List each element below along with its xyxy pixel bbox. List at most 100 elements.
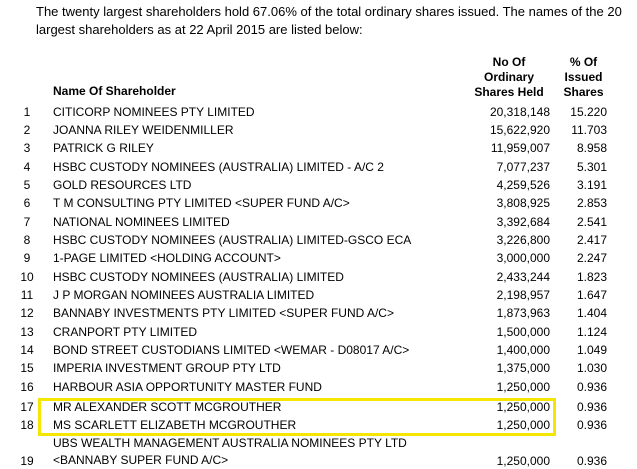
row-rank: 16 (20, 380, 34, 394)
row-shareholder-name: MR ALEXANDER SCOTT MCGROUTHER (53, 400, 282, 414)
table-row: 10 HSBC CUSTODY NOMINEES (AUSTRALIA) LIM… (0, 268, 637, 286)
table-row: 14 BOND STREET CUSTODIANS LIMITED <WEMAR… (0, 341, 637, 359)
row-rank: 19 (20, 454, 34, 468)
table-row: 3 PATRICK G RILEY 11,959,007 8.958 (0, 139, 637, 157)
row-percent-issued: 1.030 (576, 361, 607, 375)
row-percent-issued: 15.220 (570, 105, 607, 119)
row-shareholder-name: MS SCARLETT ELIZABETH MCGROUTHER (53, 418, 297, 432)
row-shares-held: 11,959,007 (490, 141, 550, 155)
row-percent-issued: 0.936 (576, 400, 607, 414)
row-shares-held: 1,500,000 (496, 325, 550, 339)
row-percent-issued: 1.823 (576, 270, 607, 284)
row-percent-issued: 0.936 (576, 380, 607, 394)
table-row: 13 CRANPORT PTY LIMITED 1,500,000 1.124 (0, 323, 637, 341)
row-rank: 2 (23, 123, 31, 137)
row-shares-held: 3,000,000 (496, 251, 550, 265)
row-shareholder-name: JOANNA RILEY WEIDENMILLER (53, 123, 234, 137)
row-rank: 7 (23, 215, 31, 229)
row-rank: 12 (20, 306, 34, 320)
column-header-shares-line3: Shares Held (474, 85, 544, 99)
table-row: 1 CITICORP NOMINEES PTY LIMITED 20,318,1… (0, 103, 637, 121)
table-row: 16 HARBOUR ASIA OPPORTUNITY MASTER FUND … (0, 378, 637, 396)
row-rank: 15 (20, 361, 34, 375)
row-shareholder-name: BANNABY INVESTMENTS PTY LIMITED <SUPER F… (53, 306, 394, 320)
row-shareholder-name: GOLD RESOURCES LTD (53, 178, 192, 192)
column-header-shares-line2: Ordinary (483, 70, 534, 84)
table-row: 19 UBS WEALTH MANAGEMENT AUSTRALIA NOMIN… (0, 435, 637, 469)
row-percent-issued: 1.404 (576, 306, 607, 320)
row-shareholder-name: BOND STREET CUSTODIANS LIMITED <WEMAR - … (53, 343, 410, 357)
row-shareholder-name: HSBC CUSTODY NOMINEES (AUSTRALIA) LIMITE… (53, 270, 344, 284)
row-rank: 9 (23, 251, 31, 265)
table-row: 7 NATIONAL NOMINEES LIMITED 3,392,684 2.… (0, 213, 637, 231)
row-percent-issued: 0.936 (576, 418, 607, 432)
row-shareholder-name: J P MORGAN NOMINEES AUSTRALIA LIMITED (53, 288, 315, 302)
row-rank: 6 (23, 196, 31, 210)
column-header-percent-line3: Shares (563, 85, 604, 99)
row-percent-issued: 2.853 (576, 196, 607, 210)
row-shares-held: 2,198,957 (496, 288, 550, 302)
row-shares-held: 2,433,244 (496, 270, 550, 284)
row-percent-issued: 1.049 (576, 343, 607, 357)
row-percent-issued: 5.301 (576, 160, 607, 174)
row-shares-held: 1,250,000 (496, 418, 550, 432)
table-row: 15 IMPERIA INVESTMENT GROUP PTY LTD 1,37… (0, 359, 637, 377)
row-shareholder-name: NATIONAL NOMINEES LIMITED (53, 215, 230, 229)
row-percent-issued: 2.247 (576, 251, 607, 265)
row-shareholder-name: PATRICK G RILEY (53, 141, 154, 155)
row-shareholder-name: HSBC CUSTODY NOMINEES (AUSTRALIA) LIMITE… (53, 160, 384, 174)
row-percent-issued: 3.191 (576, 178, 607, 192)
table-row: 5 GOLD RESOURCES LTD 4,259,526 3.191 (0, 176, 637, 194)
row-shares-held: 1,400,000 (496, 343, 550, 357)
row-shares-held: 1,250,000 (496, 454, 550, 468)
row-shares-held: 3,226,800 (496, 233, 550, 247)
row-shareholder-name: HARBOUR ASIA OPPORTUNITY MASTER FUND (53, 380, 322, 394)
row-rank: 10 (20, 270, 34, 284)
row-rank: 14 (20, 343, 34, 357)
row-percent-issued: 2.541 (576, 215, 607, 229)
column-header-name: Name Of Shareholder (53, 84, 176, 98)
column-header-percent-line2: Issued (564, 70, 603, 84)
row-rank: 8 (23, 233, 31, 247)
table-row: 12 BANNABY INVESTMENTS PTY LIMITED <SUPE… (0, 304, 637, 322)
row-rank: 5 (23, 178, 31, 192)
row-percent-issued: 11.703 (571, 123, 607, 137)
row-percent-issued: 8.958 (576, 141, 607, 155)
row-shareholder-name: CITICORP NOMINEES PTY LIMITED (53, 105, 255, 119)
row-shares-held: 1,375,000 (496, 361, 550, 375)
table-row: 4 HSBC CUSTODY NOMINEES (AUSTRALIA) LIMI… (0, 158, 637, 176)
row-shareholder-name: 1-PAGE LIMITED <HOLDING ACCOUNT> (53, 251, 281, 265)
row-shares-held: 20,318,148 (489, 105, 550, 119)
row-percent-issued: 1.647 (576, 288, 607, 302)
row-shareholder-name: T M CONSULTING PTY LIMITED <SUPER FUND A… (53, 196, 350, 210)
row-rank: 4 (23, 160, 31, 174)
row-rank: 3 (23, 141, 31, 155)
row-shares-held: 3,808,925 (496, 196, 550, 210)
row-shares-held: 3,392,684 (496, 215, 550, 229)
column-header-percent: % Of Issued Shares (561, 55, 606, 100)
row-shares-held: 1,250,000 (496, 400, 550, 414)
table-row: 17 MR ALEXANDER SCOTT MCGROUTHER 1,250,0… (0, 398, 637, 416)
row-shareholder-name: HSBC CUSTODY NOMINEES (AUSTRALIA) LIMITE… (53, 233, 412, 247)
row-rank: 13 (20, 325, 34, 339)
row-percent-issued: 1.124 (576, 325, 607, 339)
column-header-shares-line1: No Of (492, 55, 526, 69)
table-row: 8 HSBC CUSTODY NOMINEES (AUSTRALIA) LIMI… (0, 231, 637, 249)
row-rank: 18 (20, 418, 34, 432)
table-row: 9 1-PAGE LIMITED <HOLDING ACCOUNT> 3,000… (0, 249, 637, 267)
column-header-shares: No Of Ordinary Shares Held (455, 55, 563, 100)
row-shares-held: 1,250,000 (496, 380, 550, 394)
table-row: 11 J P MORGAN NOMINEES AUSTRALIA LIMITED… (0, 286, 637, 304)
row-rank: 1 (23, 105, 31, 119)
intro-text: The twenty largest shareholders hold 67.… (36, 4, 622, 37)
column-header-percent-line1: % Of (569, 55, 598, 69)
table-row: 18 MS SCARLETT ELIZABETH MCGROUTHER 1,25… (0, 416, 637, 434)
row-rank: 11 (20, 288, 34, 302)
row-shares-held: 7,077,237 (496, 160, 550, 174)
row-shareholder-name: UBS WEALTH MANAGEMENT AUSTRALIA NOMINEES… (53, 436, 407, 467)
row-shares-held: 4,259,526 (496, 178, 550, 192)
table-row: 2 JOANNA RILEY WEIDENMILLER 15,622,920 1… (0, 121, 637, 139)
row-percent-issued: 0.936 (576, 454, 607, 468)
row-shareholder-name: IMPERIA INVESTMENT GROUP PTY LTD (53, 361, 281, 375)
